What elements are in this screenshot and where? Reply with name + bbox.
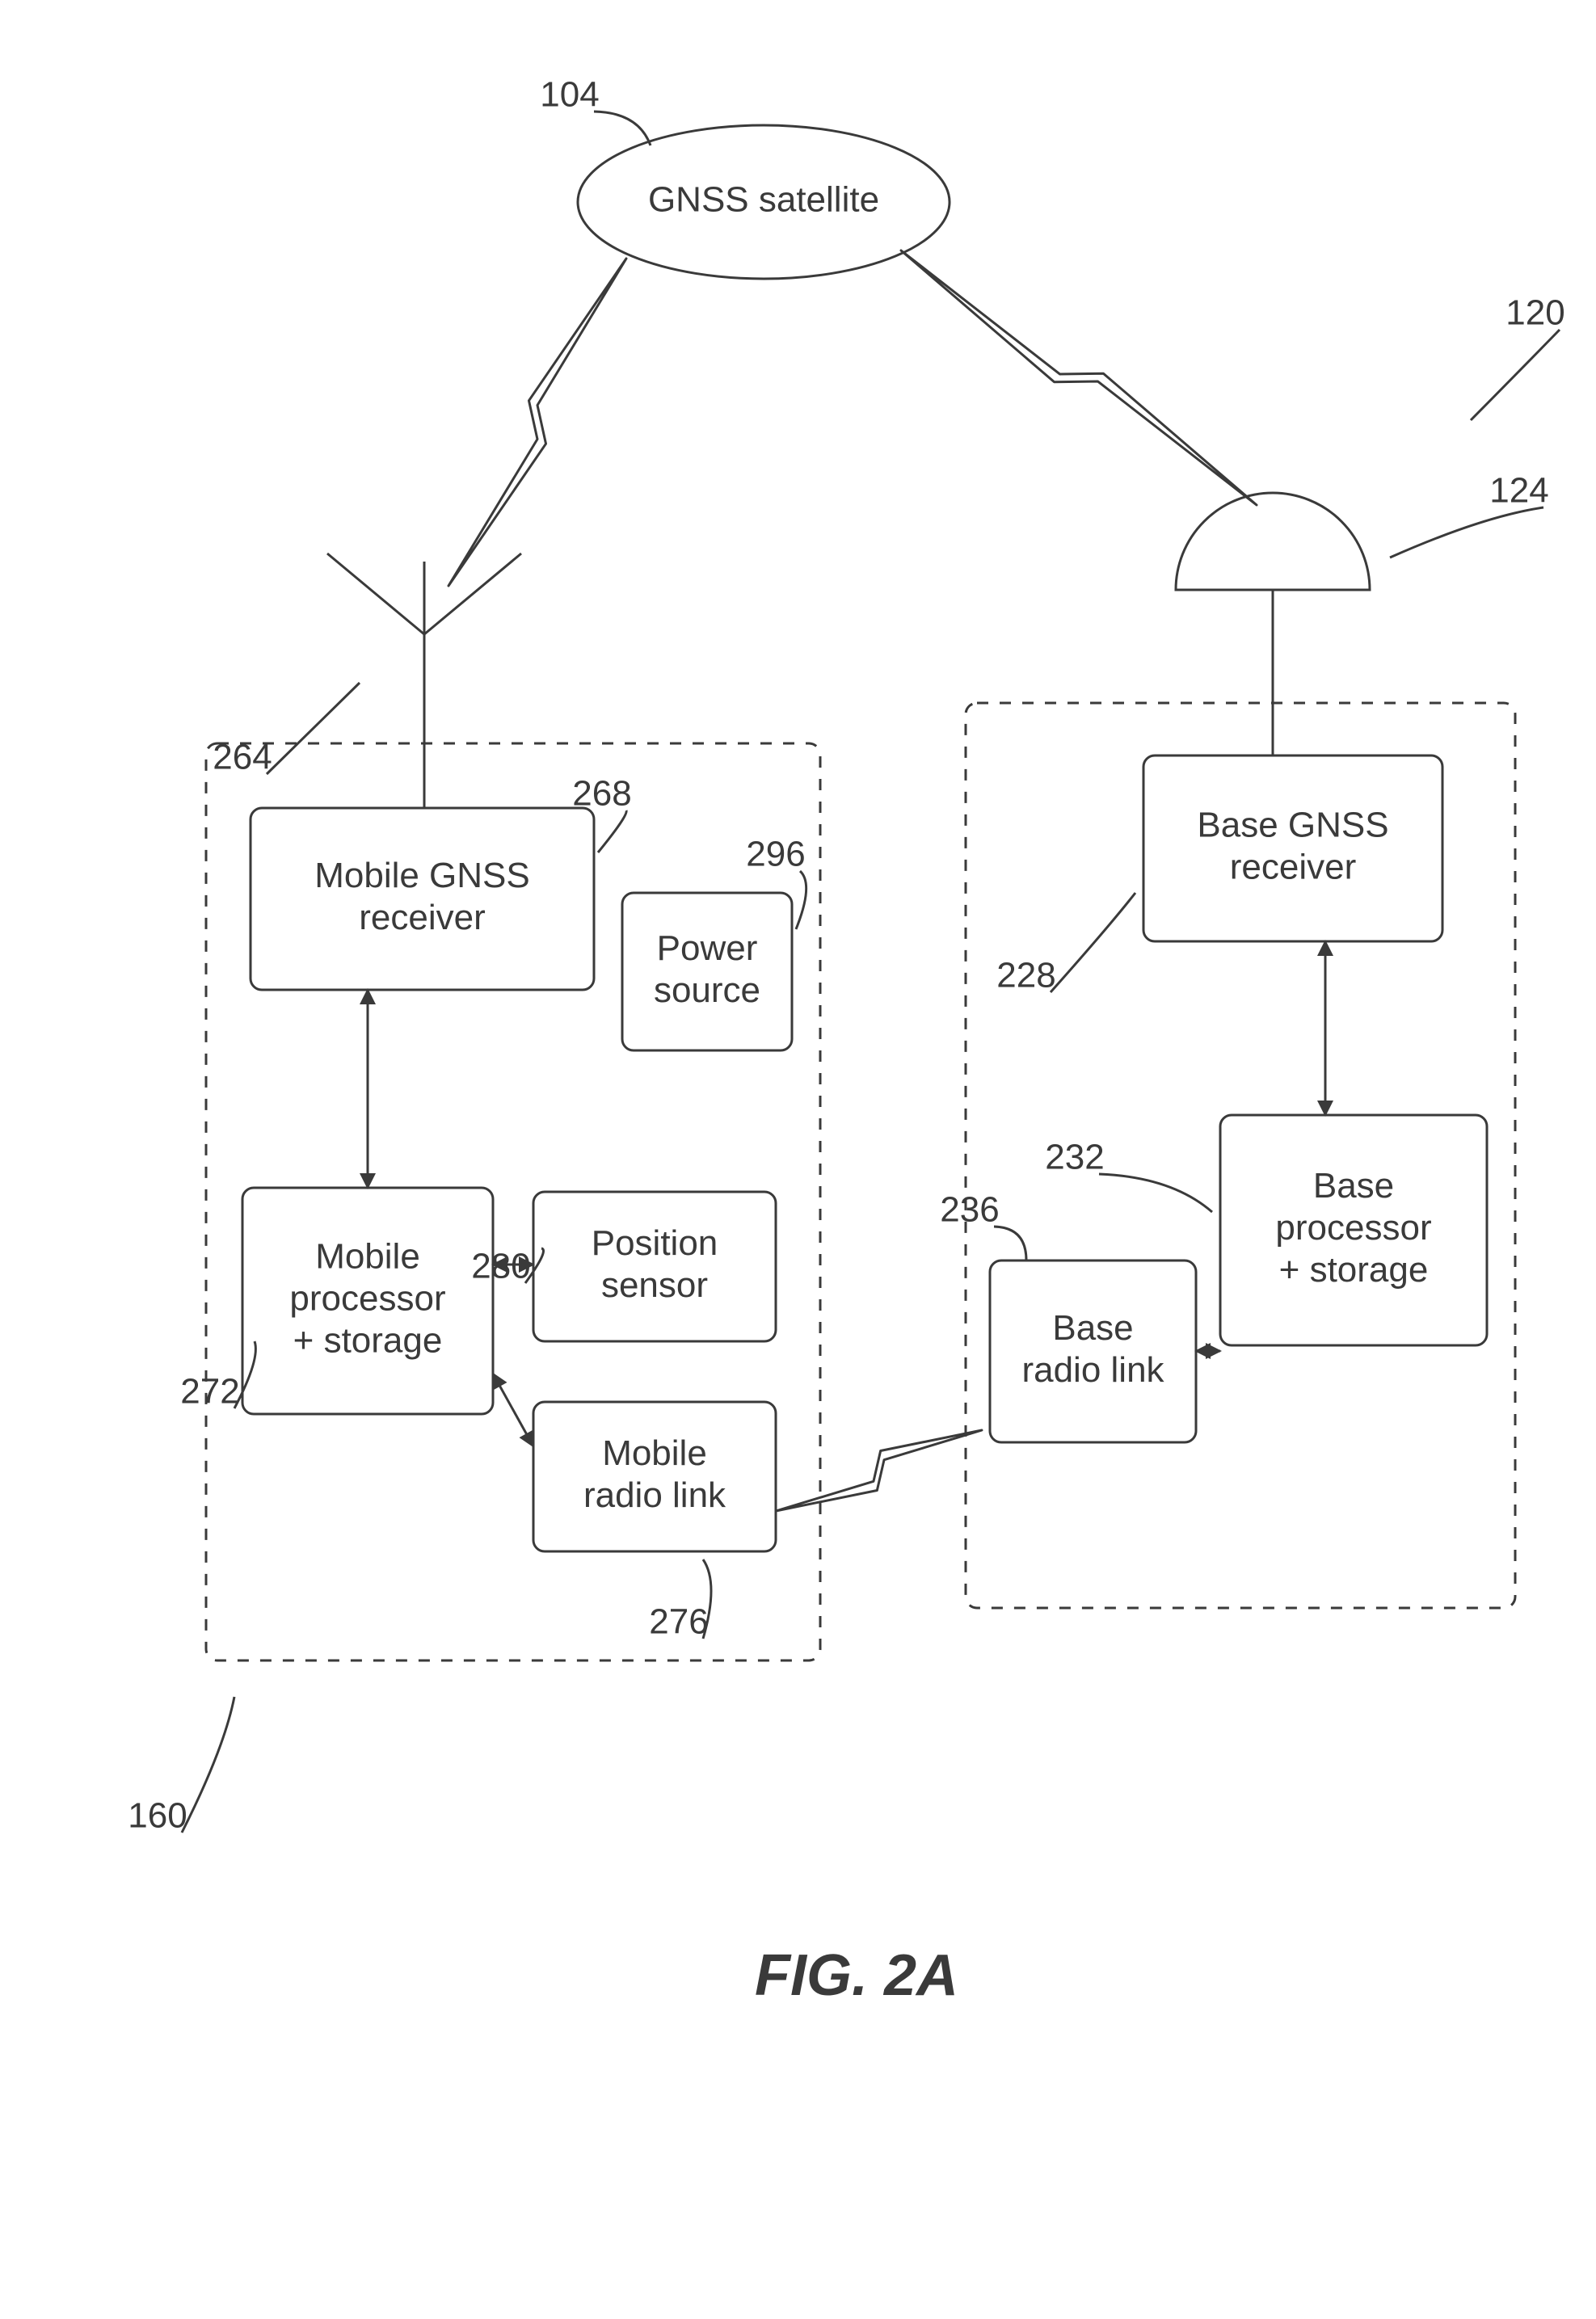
- mobile-radio-ref: 276: [649, 1602, 708, 1642]
- satellite-label: GNSS satellite: [648, 180, 879, 220]
- mobile-power-ref: 296: [746, 835, 805, 874]
- sat-to-mobile-link: [448, 259, 626, 586]
- base-processor-ref: 232: [1045, 1138, 1104, 1177]
- mobile-position-label: Position: [592, 1223, 718, 1263]
- mobile-radio-label: Mobile: [602, 1433, 707, 1473]
- sat-to-base-link: [901, 250, 1257, 505]
- mobile-position-ref: 280: [471, 1247, 530, 1286]
- base-radio-label: radio link: [1021, 1350, 1164, 1390]
- mobile-position-label: sensor: [601, 1265, 708, 1305]
- base-receiver-label: Base GNSS: [1197, 806, 1388, 845]
- base-processor-label: + storage: [1279, 1250, 1429, 1290]
- mobile-receiver-ref: 268: [572, 774, 631, 814]
- mobile-processor-ref: 272: [180, 1372, 239, 1412]
- base-processor-ref-leader: [1099, 1174, 1212, 1212]
- base-radio-ref: 236: [940, 1190, 999, 1230]
- mobile-receiver-ref-leader: [598, 810, 626, 852]
- mobile-radio-label: radio link: [583, 1475, 726, 1515]
- satellite-ref-leader: [594, 112, 651, 145]
- mobile-processor-label: Mobile: [315, 1237, 420, 1277]
- base-receiver-ref-leader: [1051, 893, 1135, 992]
- mobile-base-radio-link: [776, 1430, 982, 1511]
- mobile-proc-radio-link: [493, 1374, 533, 1446]
- mobile-group-ref: 160: [128, 1796, 187, 1836]
- base-processor-label: Base: [1313, 1166, 1394, 1206]
- satellite-ref: 104: [540, 75, 599, 115]
- base-processor-label: processor: [1275, 1208, 1431, 1248]
- mobile-receiver-label: receiver: [359, 898, 486, 937]
- base-antenna: [1176, 493, 1370, 590]
- base-group-ref: 120: [1505, 293, 1564, 333]
- base-radio-ref-leader: [994, 1227, 1026, 1261]
- base-receiver-label: receiver: [1230, 848, 1357, 887]
- mobile-receiver-label: Mobile GNSS: [314, 856, 530, 895]
- mobile-antenna-ref: 264: [213, 738, 272, 777]
- figure-label: FIG. 2A: [755, 1943, 958, 2008]
- mobile-antenna-left: [327, 553, 424, 634]
- base-antenna-ref: 124: [1489, 471, 1548, 511]
- mobile-antenna-right: [424, 553, 521, 634]
- base-radio-label: Base: [1052, 1308, 1133, 1348]
- mobile-power-label: source: [654, 970, 760, 1010]
- mobile-power-ref-leader: [796, 871, 806, 929]
- mobile-antenna-ref-leader: [267, 683, 360, 774]
- mobile-power-label: Power: [657, 928, 758, 968]
- base-group-ref-leader: [1471, 330, 1560, 420]
- base-receiver-ref: 228: [996, 956, 1055, 995]
- mobile-group-ref-leader: [182, 1697, 234, 1833]
- mobile-processor-label: processor: [289, 1279, 445, 1319]
- mobile-processor-label: + storage: [293, 1321, 443, 1361]
- base-antenna-ref-leader: [1390, 507, 1543, 558]
